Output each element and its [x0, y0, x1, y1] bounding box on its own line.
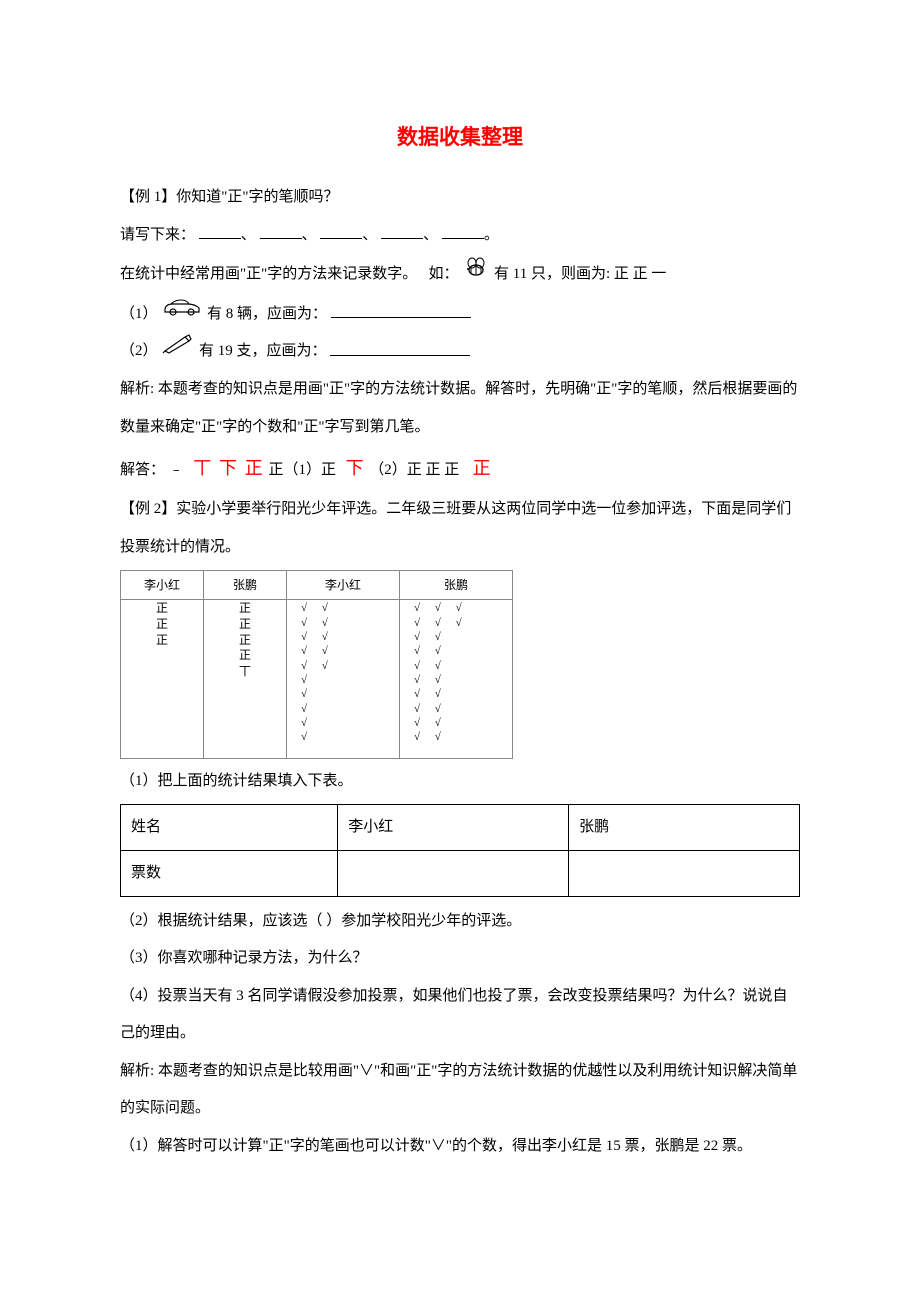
result-table: 姓名 李小红 张鹏 票数: [120, 804, 800, 897]
tally-c4: √ √ √ √ √ √ √ √ √ √ √ √ √ √ √ √ √ √ √ √ …: [400, 600, 513, 759]
c3-r8: √: [301, 716, 393, 730]
sep-1: 、: [241, 227, 256, 243]
ex1-item2-pre: （2）: [120, 344, 158, 360]
cell-li: 李小红: [338, 804, 569, 850]
tally-header: 李小红 张鹏 李小红 张鹏: [121, 571, 513, 600]
pen-icon: [161, 333, 195, 371]
c3-r5: √: [301, 673, 393, 687]
c3-r3: √ √: [301, 644, 393, 658]
stroke-5: 正: [471, 458, 493, 478]
ex2-sub1: （1）把上面的统计结果填入下表。: [120, 763, 800, 801]
sep-2: 、: [302, 227, 317, 243]
answer-label: 解答：: [120, 462, 165, 478]
tally-c1: 正 正 正: [121, 600, 204, 759]
c1-r2: 正: [127, 633, 197, 649]
ex1-item1-pre: （1）: [120, 306, 158, 322]
c3-r1: √ √: [301, 616, 393, 630]
answer-seg1: 正（1）正: [269, 462, 337, 478]
c2-r4: 丅: [210, 664, 280, 680]
c3-r9: √: [301, 730, 393, 744]
page-content: 数据收集整理 【例 1】你知道"正"字的笔顺吗？ 请写下来： 、 、 、 、 。…: [0, 0, 920, 1225]
c3-r0: √ √: [301, 601, 393, 615]
ex1-stat-line: 在统计中经常用画"正"字的方法来记录数字。 如： 有 11 只，则画为: 正 正…: [120, 254, 800, 296]
ex1-item2-mid: 有 19 支，应画为：: [199, 344, 327, 360]
tally-c2: 正 正 正 正 丅: [204, 600, 287, 759]
c3-r2: √ √: [301, 630, 393, 644]
answer-dash: ﹣: [169, 462, 184, 478]
sep-4: 、: [423, 227, 438, 243]
ex1-stat-post: 有 11 只，则画为: 正 正 一: [494, 266, 666, 282]
ex1-write-pre: 请写下来：: [120, 227, 195, 243]
c2-r0: 正: [210, 601, 280, 617]
ex2-ans1: （1）解答时可以计算"正"字的笔画也可以计数"∨"的个数，得出李小红是 15 票…: [120, 1128, 800, 1166]
ex1-answer: 解答： ﹣ 丅 下 正 正（1）正 下 （2）正 正 正 正: [120, 446, 800, 491]
car-icon: [161, 296, 203, 334]
tally-c3: √ √ √ √ √ √ √ √ √ √ √ √ √ √ √: [287, 600, 400, 759]
c3-r6: √: [301, 687, 393, 701]
c2-r1: 正: [210, 617, 280, 633]
c2-r3: 正: [210, 648, 280, 664]
blank-4: [381, 223, 423, 239]
cell-name-label: 姓名: [121, 804, 338, 850]
ex1-stat-ru: 如：: [429, 266, 459, 282]
period-1: 。: [484, 227, 499, 243]
c1-r1: 正: [127, 617, 197, 633]
sep-3: 、: [362, 227, 377, 243]
blank-car: [331, 302, 471, 318]
blank-5: [442, 223, 484, 239]
c4-r4: √ √: [414, 659, 506, 673]
answer-seg2: （2）正 正 正: [369, 462, 459, 478]
blank-pen: [330, 340, 470, 356]
c4-r2: √ √: [414, 630, 506, 644]
bee-icon: [462, 254, 490, 296]
tally-h3: 李小红: [287, 571, 400, 600]
c4-r9: √ √: [414, 730, 506, 744]
tally-h2: 张鹏: [204, 571, 287, 600]
ex1-stat-pre: 在统计中经常用画"正"字的方法来记录数字。: [120, 266, 417, 282]
ex1-item1: （1） 有 8 辆，应画为：: [120, 296, 800, 334]
cell-votes-label: 票数: [121, 850, 338, 896]
cell-zhang-votes: [569, 850, 800, 896]
ex1-item2: （2） 有 19 支，应画为：: [120, 333, 800, 371]
ex2-question: 【例 2】实验小学要举行阳光少年评选。二年级三班要从这两位同学中选一位参加评选，…: [120, 491, 800, 566]
ex2-sub3: （3）你喜欢哪种记录方法，为什么？: [120, 940, 800, 978]
ex2-analysis: 解析: 本题考查的知识点是比较用画"∨"和画"正"字的方法统计数据的优越性以及利…: [120, 1053, 800, 1128]
c1-r0: 正: [127, 601, 197, 617]
result-row-1: 姓名 李小红 张鹏: [121, 804, 800, 850]
ex1-write: 请写下来： 、 、 、 、 。: [120, 217, 800, 255]
cell-zhang: 张鹏: [569, 804, 800, 850]
stroke-1: 丅: [191, 458, 213, 478]
stroke-2: 下: [217, 458, 239, 478]
c4-r8: √ √: [414, 716, 506, 730]
ex2-sub2: （2）根据统计结果，应该选（ ）参加学校阳光少年的评选。: [120, 903, 800, 941]
cell-li-votes: [338, 850, 569, 896]
tally-body: 正 正 正 正 正 正 正 丅 √ √ √ √ √ √ √ √ √ √: [121, 600, 513, 759]
c4-r6: √ √: [414, 687, 506, 701]
c3-r7: √: [301, 702, 393, 716]
ex1-question: 【例 1】你知道"正"字的笔顺吗？: [120, 179, 800, 217]
c4-r0: √ √ √: [414, 601, 506, 615]
tally-h1: 李小红: [121, 571, 204, 600]
c2-r2: 正: [210, 633, 280, 649]
blank-3: [320, 223, 362, 239]
ex1-item1-mid: 有 8 辆，应画为：: [207, 306, 327, 322]
ex2-sub4: （4）投票当天有 3 名同学请假没参加投票，如果他们也投了票，会改变投票结果吗？…: [120, 978, 800, 1053]
tally-h4: 张鹏: [400, 571, 513, 600]
c3-r4: √ √: [301, 659, 393, 673]
stroke-4: 下: [344, 458, 366, 478]
c4-r5: √ √: [414, 673, 506, 687]
result-row-2: 票数: [121, 850, 800, 896]
blank-1: [199, 223, 241, 239]
vote-tally-table: 李小红 张鹏 李小红 张鹏 正 正 正 正 正 正 正 丅 √ √: [120, 570, 513, 759]
c4-r1: √ √ √: [414, 616, 506, 630]
c4-r7: √ √: [414, 702, 506, 716]
blank-2: [260, 223, 302, 239]
ex1-analysis: 解析: 本题考查的知识点是用画"正"字的方法统计数据。解答时，先明确"正"字的笔…: [120, 371, 800, 446]
c4-r3: √ √: [414, 644, 506, 658]
doc-title: 数据收集整理: [120, 115, 800, 161]
stroke-3: 正: [243, 458, 265, 478]
